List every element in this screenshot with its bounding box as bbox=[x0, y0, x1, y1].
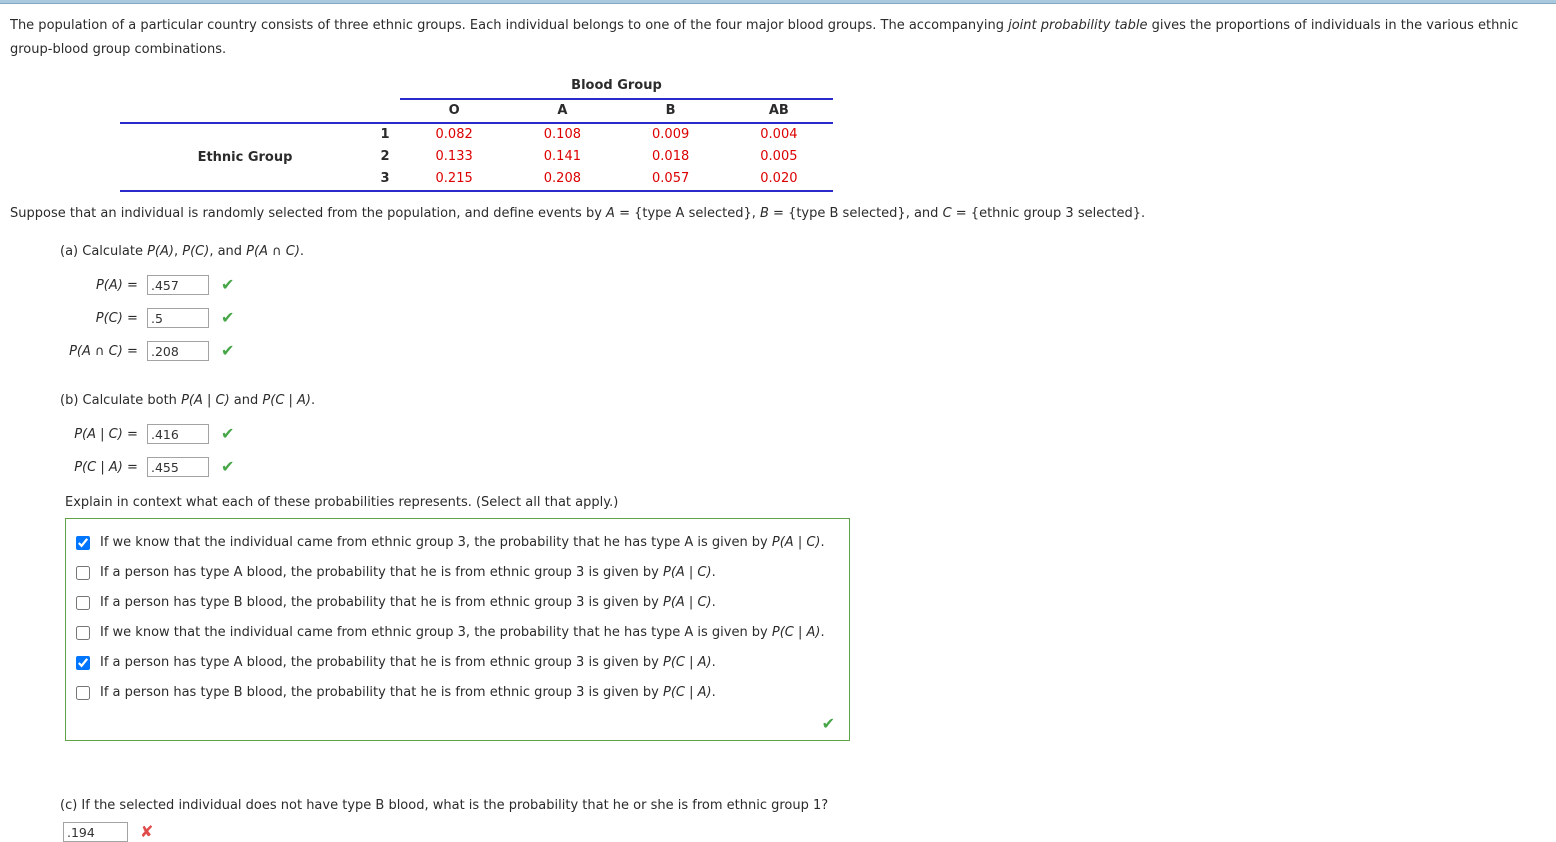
column-header-a: A bbox=[557, 103, 568, 118]
incorrect-icon: ✘ bbox=[140, 822, 154, 841]
table-title: Blood Group bbox=[400, 76, 833, 100]
answer-row-p-of-a: P(A) = ✔ bbox=[10, 275, 1546, 295]
option-label-5: If a person has type A blood, the probab… bbox=[100, 655, 716, 670]
page-top-border bbox=[0, 0, 1556, 4]
table-cell: 0.009 bbox=[652, 127, 690, 142]
correct-icon: ✔ bbox=[221, 308, 235, 327]
option-checkbox-1[interactable] bbox=[76, 536, 90, 550]
p-a-given-c-label: P(A | C) = bbox=[74, 426, 142, 442]
option-row-5: If a person has type A blood, the probab… bbox=[76, 654, 839, 672]
answer-row-p-of-c: P(C) = ✔ bbox=[10, 308, 1546, 328]
option-checkbox-6[interactable] bbox=[76, 686, 90, 700]
table-cell: 0.208 bbox=[543, 171, 581, 186]
correct-icon: ✔ bbox=[221, 424, 235, 443]
option-label-1: If we know that the individual came from… bbox=[100, 535, 825, 550]
option-checkbox-3[interactable] bbox=[76, 596, 90, 610]
correct-icon: ✔ bbox=[821, 714, 835, 733]
input-p-of-a[interactable] bbox=[147, 275, 209, 295]
table-cell: 0.141 bbox=[543, 149, 581, 164]
option-row-4: If we know that the individual came from… bbox=[76, 624, 839, 642]
table-cell: 0.215 bbox=[435, 171, 473, 186]
table-cell: 0.082 bbox=[435, 127, 473, 142]
answer-row-part-c: ✘ bbox=[63, 822, 1546, 842]
input-p-c-given-a[interactable] bbox=[147, 457, 209, 477]
option-label-4: If we know that the individual came from… bbox=[100, 625, 825, 640]
table-title-row: Blood Group bbox=[120, 76, 833, 100]
input-part-c[interactable] bbox=[63, 822, 128, 842]
option-row-1: If we know that the individual came from… bbox=[76, 534, 839, 552]
answer-row-p-of-a-and-c: P(A ∩ C) = ✔ bbox=[10, 341, 1546, 361]
table-header-row: O A B AB bbox=[120, 100, 833, 124]
table-cell: 0.005 bbox=[760, 149, 798, 164]
option-label-2: If a person has type A blood, the probab… bbox=[100, 565, 716, 580]
p-c-given-a-label: P(C | A) = bbox=[74, 459, 142, 475]
option-label-3: If a person has type B blood, the probab… bbox=[100, 595, 716, 610]
table-cell: 0.020 bbox=[760, 171, 798, 186]
answer-row-p-c-given-a: P(C | A) = ✔ bbox=[10, 457, 1546, 477]
answer-row-p-a-given-c: P(A | C) = ✔ bbox=[10, 424, 1546, 444]
column-header-b: B bbox=[665, 103, 676, 118]
option-row-3: If a person has type B blood, the probab… bbox=[76, 594, 839, 612]
correct-icon: ✔ bbox=[221, 457, 235, 476]
table-cell: 0.133 bbox=[435, 149, 473, 164]
p-of-c-label: P(C) = bbox=[95, 310, 142, 326]
option-row-6: If a person has type B blood, the probab… bbox=[76, 684, 839, 702]
input-p-of-c[interactable] bbox=[147, 308, 209, 328]
suppose-paragraph: Suppose that an individual is randomly s… bbox=[10, 206, 1146, 221]
table-cell: 0.004 bbox=[760, 127, 798, 142]
part-a-heading: (a) Calculate P(A), P(C), and P(A ∩ C). bbox=[60, 244, 305, 259]
table-body: Ethnic Group 1 0.082 0.108 0.009 0.004 2… bbox=[120, 124, 833, 192]
option-label-6: If a person has type B blood, the probab… bbox=[100, 685, 716, 700]
joint-probability-table: Blood Group O A B AB Ethnic Group 1 0.08… bbox=[120, 76, 833, 192]
column-header-o: O bbox=[448, 103, 460, 118]
answer-options-box: If we know that the individual came from… bbox=[65, 518, 850, 741]
input-p-of-a-and-c[interactable] bbox=[147, 341, 209, 361]
table-cell: 0.108 bbox=[543, 127, 581, 142]
column-header-ab: AB bbox=[768, 103, 789, 118]
question-content: The population of a particular country c… bbox=[0, 4, 1556, 842]
part-c-section: (c) If the selected individual does not … bbox=[10, 796, 1546, 842]
correct-icon: ✔ bbox=[221, 341, 235, 360]
part-c-question: (c) If the selected individual does not … bbox=[60, 798, 829, 813]
explain-prompt: Explain in context what each of these pr… bbox=[65, 495, 619, 510]
correct-icon: ✔ bbox=[221, 275, 235, 294]
option-checkbox-4[interactable] bbox=[76, 626, 90, 640]
row-number-2: 2 bbox=[380, 149, 390, 164]
input-p-a-given-c[interactable] bbox=[147, 424, 209, 444]
intro-paragraph: The population of a particular country c… bbox=[10, 18, 1519, 57]
row-number-3: 3 bbox=[380, 171, 390, 186]
p-of-a-and-c-label: P(A ∩ C) = bbox=[69, 343, 142, 359]
row-number-1: 1 bbox=[380, 127, 390, 142]
option-checkbox-2[interactable] bbox=[76, 566, 90, 580]
option-checkbox-5[interactable] bbox=[76, 656, 90, 670]
table-row-label: Ethnic Group bbox=[197, 149, 293, 165]
part-b-heading: (b) Calculate both P(A | C) and P(C | A)… bbox=[60, 393, 316, 408]
option-row-2: If a person has type A blood, the probab… bbox=[76, 564, 839, 582]
table-cell: 0.057 bbox=[652, 171, 690, 186]
p-of-a-label: P(A) = bbox=[95, 277, 142, 293]
table-cell: 0.018 bbox=[652, 149, 690, 164]
